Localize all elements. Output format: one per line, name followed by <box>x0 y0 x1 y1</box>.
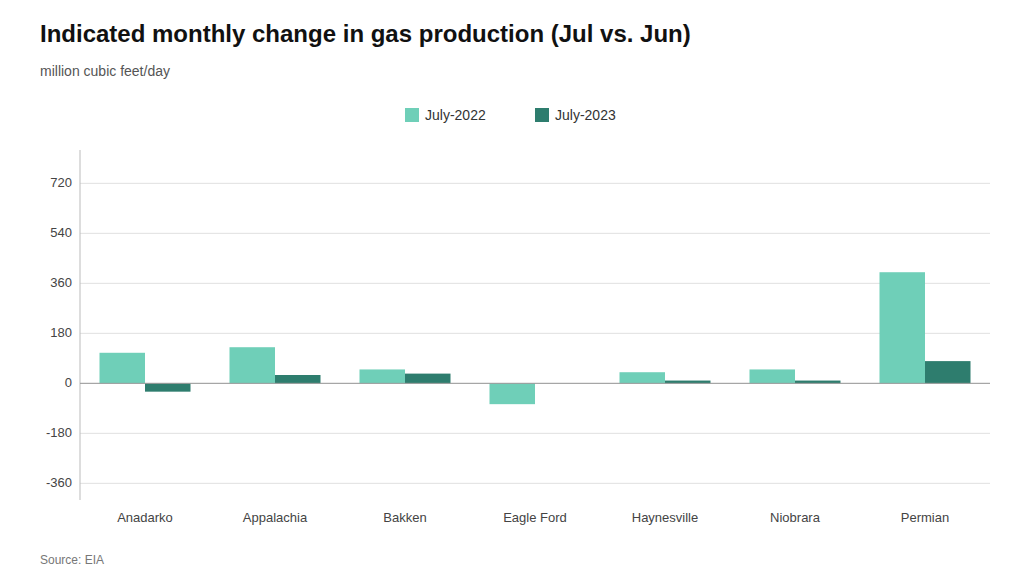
legend: July-2022 July-2023 <box>405 107 616 123</box>
x-tick-label: Bakken <box>383 510 426 525</box>
bar <box>620 372 666 383</box>
grid-line <box>80 383 990 384</box>
grid-line <box>80 233 990 234</box>
y-tick-label: -360 <box>46 475 72 490</box>
grid-line <box>80 483 990 484</box>
x-tick-label: Permian <box>901 510 949 525</box>
y-tick-label: 540 <box>50 225 72 240</box>
legend-swatch <box>405 108 419 122</box>
y-tick-label: 180 <box>50 325 72 340</box>
x-tick-label: Eagle Ford <box>503 510 567 525</box>
bar <box>405 374 451 384</box>
y-tick-label: -180 <box>46 425 72 440</box>
subtitle: million cubic feet/day <box>40 63 170 79</box>
page: {"chart_data": {"type": "bar", "title": … <box>0 0 1024 576</box>
source-note: Source: EIA <box>40 553 104 567</box>
x-tick-label: Haynesville <box>632 510 698 525</box>
bar <box>490 383 536 404</box>
y-tick-label: 720 <box>50 175 72 190</box>
bars <box>100 272 971 404</box>
legend-label: July-2022 <box>425 107 486 123</box>
y-tick-label: 360 <box>50 275 72 290</box>
legend-swatch <box>535 108 549 122</box>
y-axis: -360 -180 0 180 360 540 720 <box>46 150 990 500</box>
chart: Indicated monthly change in gas producti… <box>0 0 1024 576</box>
title: Indicated monthly change in gas producti… <box>40 20 691 47</box>
x-tick-label: Anadarko <box>117 510 173 525</box>
x-tick-label: Niobrara <box>770 510 821 525</box>
bar <box>360 369 406 383</box>
y-tick-label: 0 <box>65 375 72 390</box>
zero-line <box>80 383 990 384</box>
bar <box>145 383 191 391</box>
x-tick-label: Appalachia <box>243 510 308 525</box>
bar <box>750 369 796 383</box>
grid-line <box>80 183 990 184</box>
grid-line <box>80 433 990 434</box>
bar <box>925 361 971 383</box>
bar <box>275 375 321 383</box>
grid-line <box>80 283 990 284</box>
legend-label: July-2023 <box>555 107 616 123</box>
x-axis: Anadarko Appalachia Bakken Eagle Ford Haynes… <box>117 510 949 525</box>
bar <box>880 272 926 383</box>
y-axis-line <box>80 150 81 500</box>
bar <box>100 353 146 384</box>
bar <box>230 347 276 383</box>
grid-line <box>80 333 990 334</box>
